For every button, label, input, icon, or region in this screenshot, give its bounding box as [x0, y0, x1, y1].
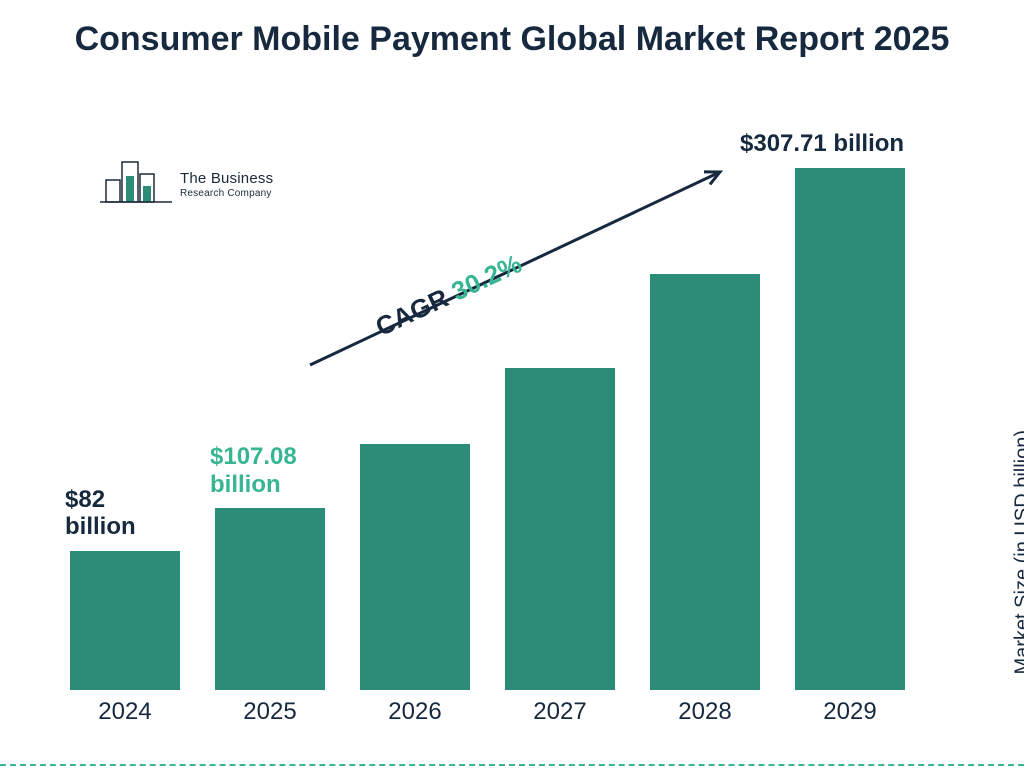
x-tick-2027: 2027 [505, 698, 615, 726]
x-tick-2025: 2025 [215, 698, 325, 726]
bottom-divider [0, 764, 1024, 766]
bar-2029 [795, 168, 905, 690]
x-tick-2024: 2024 [70, 698, 180, 726]
y-axis-label: Market Size (in USD billion) [1012, 430, 1024, 675]
bar-2024 [70, 551, 180, 690]
x-tick-2026: 2026 [360, 698, 470, 726]
value-label-2029: $307.71 billion [740, 130, 940, 158]
chart-container: Consumer Mobile Payment Global Market Re… [0, 0, 1024, 768]
bar-plot-area [70, 130, 940, 690]
bar-2025 [215, 508, 325, 690]
value-label-2024: $82billion [65, 486, 195, 541]
value-label-2025: $107.08billion [210, 443, 340, 498]
bar-2027 [505, 368, 615, 690]
x-tick-2028: 2028 [650, 698, 760, 726]
x-tick-2029: 2029 [795, 698, 905, 726]
chart-title: Consumer Mobile Payment Global Market Re… [0, 20, 1024, 59]
bar-2028 [650, 274, 760, 690]
bar-2026 [360, 444, 470, 690]
